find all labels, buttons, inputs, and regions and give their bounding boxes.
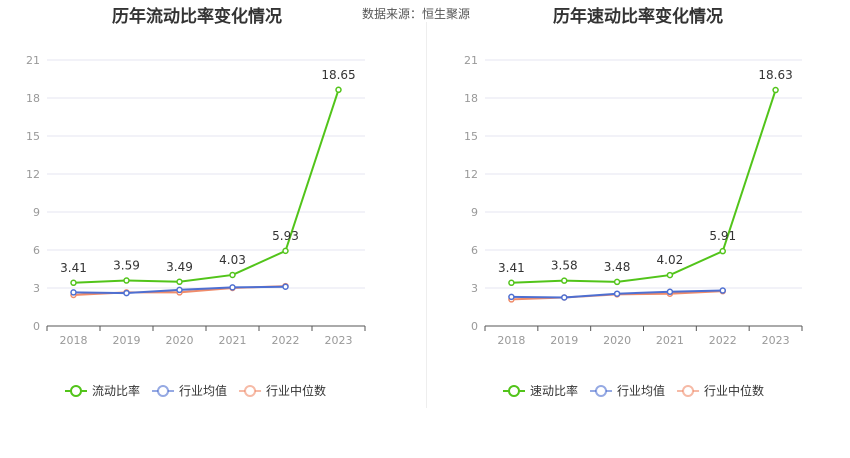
y-tick-label: 12 [26,168,40,181]
legend-label: 行业中位数 [266,383,326,398]
legend-marker [157,385,170,397]
legend-item-2: 行业中位数 [239,383,326,398]
y-tick-label: 15 [464,130,478,143]
data-point [719,287,726,294]
series-line-0 [511,89,777,284]
data-point [561,294,568,301]
data-label: 18.63 [758,68,792,82]
legend-label: 行业均值 [179,383,227,398]
data-point [335,86,342,94]
x-tick-label: 2019 [113,334,141,347]
data-label: 3.58 [551,259,578,273]
y-tick-label: 21 [26,54,40,67]
chart-title-current-ratio: 历年流动比率变化情况 [112,7,282,27]
panel-divider [426,22,427,408]
data-point [613,278,621,286]
legend-marker [70,385,82,397]
legend-item-1: 行业均值 [590,383,665,398]
data-source-label: 数据来源：恒生聚源 [362,7,471,21]
data-label: 5.93 [272,229,299,243]
data-label: 5.91 [709,229,736,243]
data-label: 18.65 [321,68,355,82]
x-tick-label: 2022 [272,334,300,347]
data-point [282,247,289,255]
legend-label: 速动比率 [530,383,578,398]
legend-marker [508,385,520,397]
data-point [70,279,77,287]
legend-marker [682,385,695,397]
y-tick-label: 9 [33,206,40,219]
y-tick-label: 18 [464,92,478,105]
data-point [123,289,130,297]
y-tick-label: 15 [26,130,40,143]
x-tick-label: 2023 [762,334,790,347]
chart-panel-0: 0 3 6 9 12 15 18 21 2018 2019 2020 2021 2022 2023 3.41… [26,54,366,398]
x-tick-label: 2021 [219,334,247,347]
y-tick-label: 18 [26,92,40,105]
x-tick-label: 2018 [60,334,88,347]
data-point [666,288,674,296]
data-label: 4.03 [219,253,246,267]
chart-panel-1: 0 3 6 9 12 15 18 21 2018 2019 2020 2021 2022 2023 3.41… [464,54,803,398]
legend-label: 流动比率 [92,383,140,398]
x-tick-label: 2019 [550,334,578,347]
data-label: 3.49 [166,260,193,274]
y-tick-label: 0 [33,320,40,333]
data-point [508,279,515,287]
x-tick-label: 2021 [656,334,684,347]
data-label: 3.59 [113,259,140,273]
x-tick-label: 2018 [497,334,525,347]
legend-item-0: 速动比率 [503,383,578,398]
data-point [176,278,183,286]
x-tick-label: 2022 [709,334,737,347]
data-label: 4.02 [657,253,684,267]
legend-marker [595,385,608,397]
y-tick-label: 0 [471,320,478,333]
legend-item-1: 行业均值 [152,383,227,398]
data-label: 3.41 [498,261,525,275]
data-point [613,290,621,297]
x-tick-label: 2023 [325,334,353,347]
data-point [772,86,779,94]
x-tick-label: 2020 [166,334,194,347]
data-point [282,283,289,290]
x-tick-label: 2020 [603,334,631,347]
y-tick-label: 3 [33,282,40,295]
chart-title-quick-ratio: 历年速动比率变化情况 [553,7,723,27]
data-point [666,271,674,279]
data-point [70,289,77,296]
y-tick-label: 12 [464,168,478,181]
data-point [561,277,568,284]
data-point [123,277,130,284]
y-tick-label: 6 [471,244,478,257]
data-label: 3.48 [604,260,631,274]
legend-item-2: 行业中位数 [677,383,764,398]
data-point [719,247,726,255]
y-tick-label: 9 [471,206,478,219]
data-point [229,271,236,279]
data-label: 3.41 [60,261,87,275]
data-point [176,286,183,294]
y-tick-label: 6 [33,244,40,257]
series-line-0 [73,89,340,284]
y-tick-label: 3 [471,282,478,295]
y-tick-label: 21 [464,54,478,67]
legend-marker [244,385,257,397]
legend-label: 行业中位数 [704,383,764,398]
legend-label: 行业均值 [617,383,665,398]
legend-item-0: 流动比率 [65,383,140,398]
data-point [508,293,515,301]
data-point [229,284,236,291]
